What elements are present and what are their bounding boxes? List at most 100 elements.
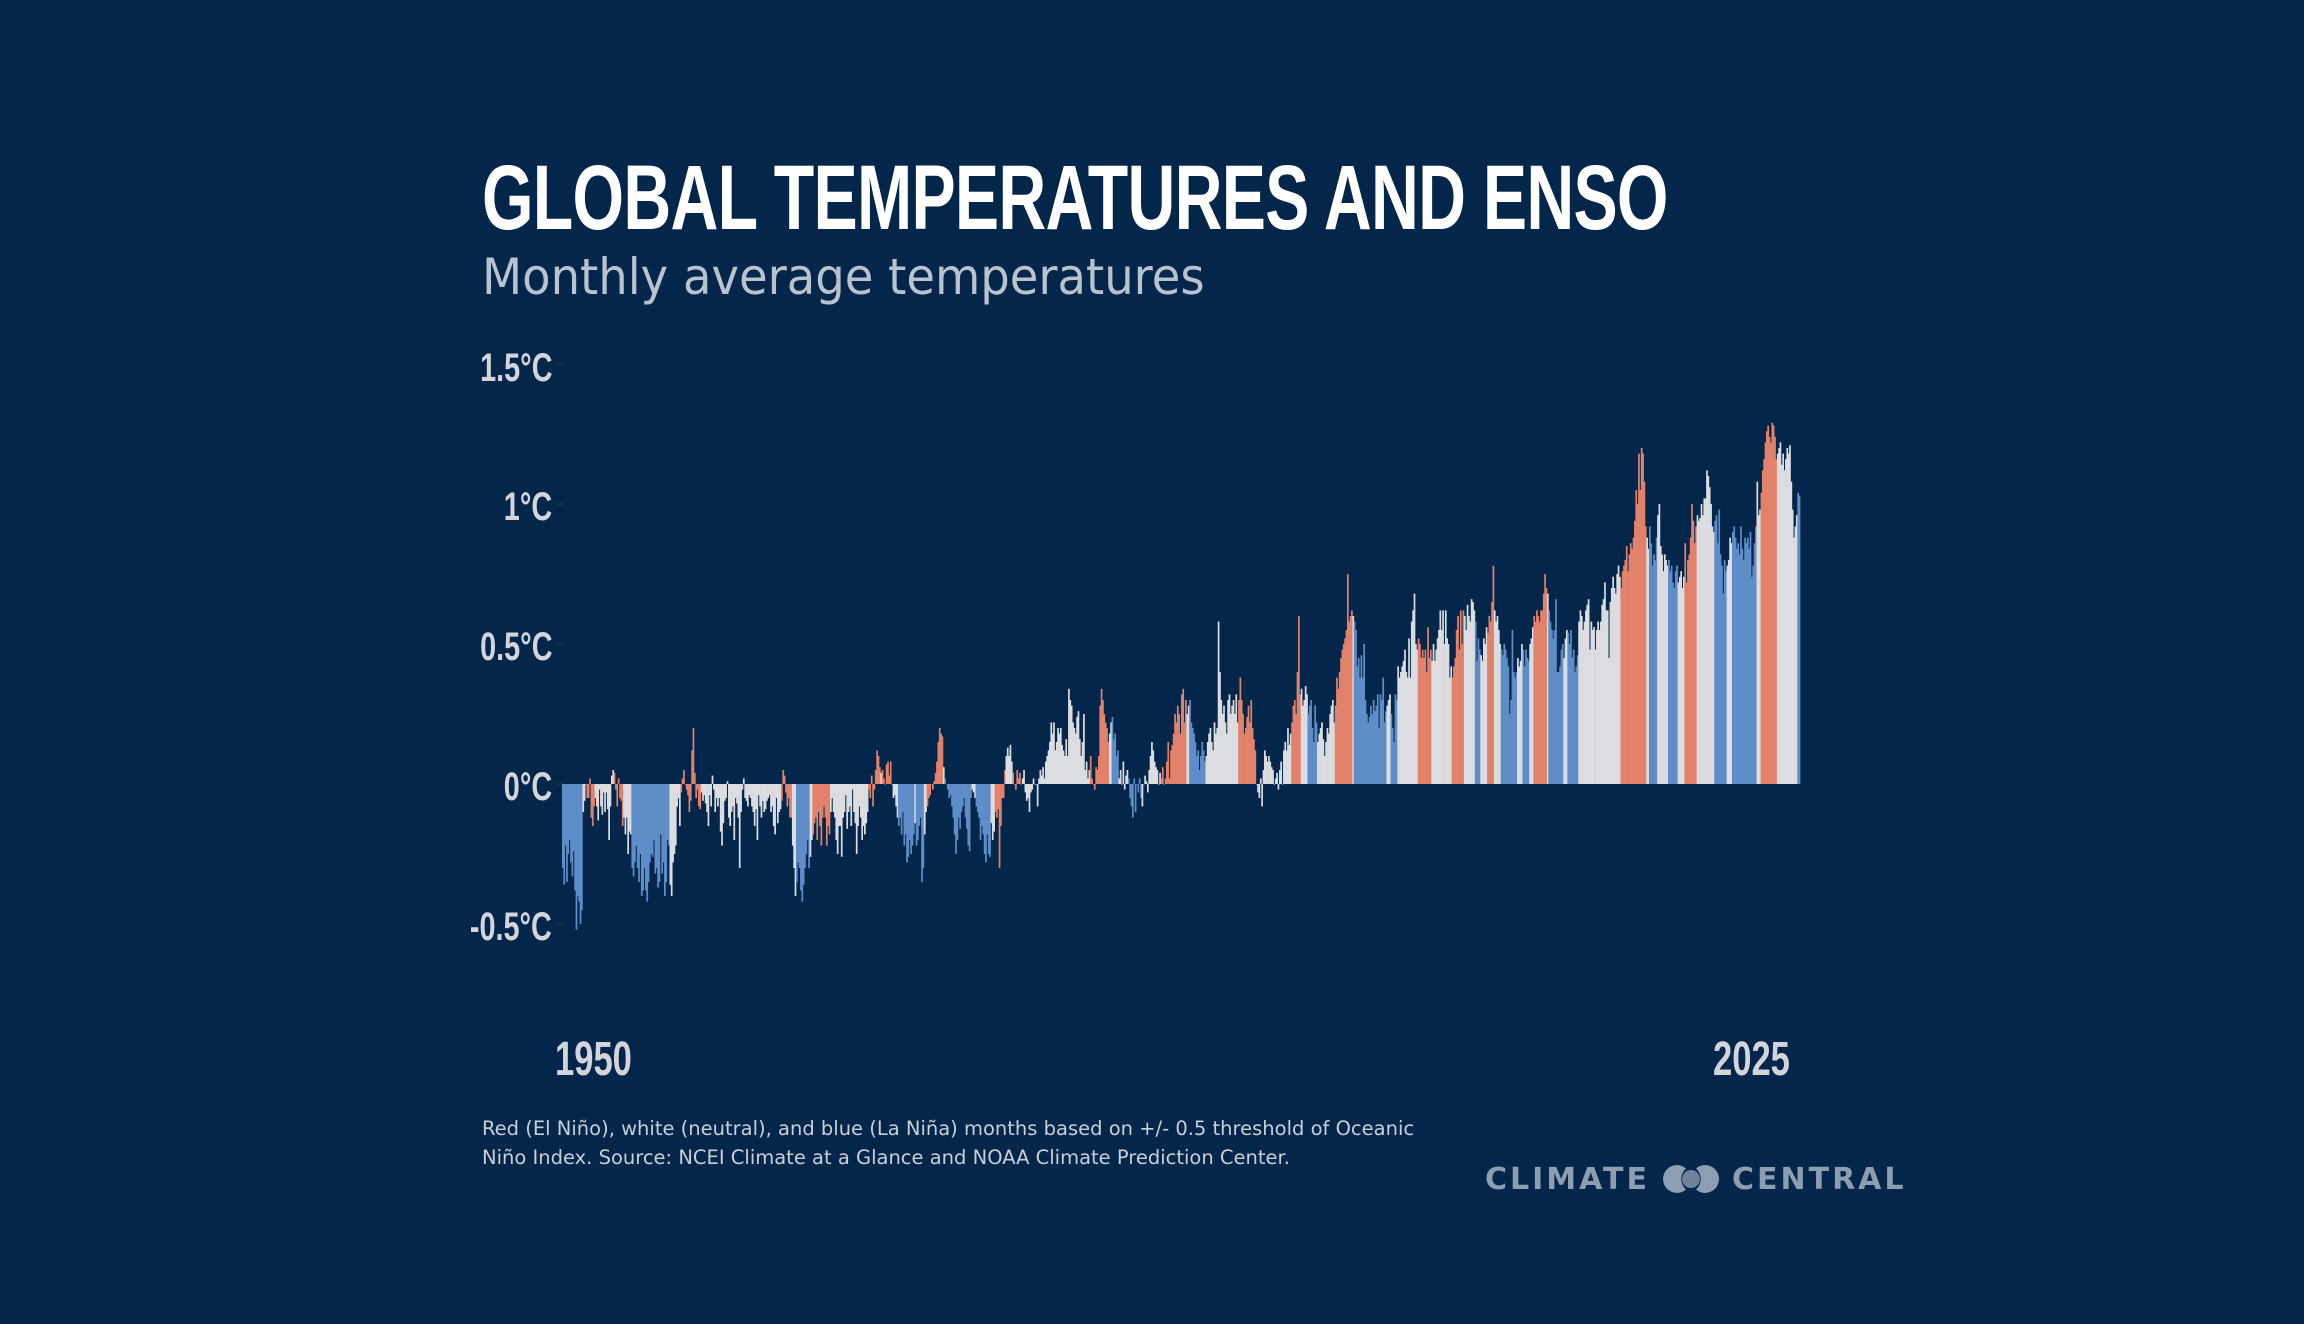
bar-el-nino [1487, 632, 1489, 784]
bar-neutral [1028, 784, 1031, 812]
bar-neutral [1436, 638, 1439, 784]
bar-neutral [585, 784, 587, 785]
bar-neutral [839, 784, 842, 826]
bar-el-nino [1421, 649, 1424, 784]
bar-neutral [1059, 728, 1062, 784]
bar-neutral [1050, 722, 1053, 784]
bar-neutral [1450, 666, 1453, 784]
bar-neutral [676, 784, 678, 807]
bar-el-nino [1420, 658, 1423, 784]
bar-neutral [1438, 630, 1440, 784]
bar-neutral [761, 784, 764, 801]
bar-neutral [1228, 694, 1231, 784]
bar-neutral [1449, 677, 1451, 784]
bar-neutral [1780, 464, 1783, 784]
bar-la-nina [948, 784, 951, 798]
bar-neutral [604, 784, 606, 812]
bar-neutral [597, 784, 600, 821]
bar-neutral [756, 784, 759, 840]
bar-la-nina [1746, 537, 1749, 784]
bar-el-nino [1489, 621, 1492, 784]
bar-neutral [1208, 733, 1210, 784]
bar-la-nina [805, 784, 808, 854]
bar-neutral [596, 784, 598, 807]
bar-la-nina [1714, 520, 1716, 784]
bar-la-nina [1310, 700, 1312, 784]
bar-neutral [1646, 537, 1648, 784]
bar-el-nino [998, 784, 1001, 868]
bar-el-nino [817, 784, 820, 812]
bar-neutral [751, 784, 753, 807]
bar-neutral [744, 784, 747, 798]
bar-la-nina [898, 784, 900, 826]
bar-el-nino [1242, 714, 1244, 784]
logo-text-left: CLIMATE [1485, 1161, 1650, 1197]
bar-el-nino [1000, 784, 1002, 826]
bar-neutral [847, 784, 850, 812]
bar-la-nina [1197, 750, 1200, 784]
bar-neutral [1235, 694, 1238, 784]
bar-neutral [1047, 750, 1050, 784]
bar-la-nina [1797, 492, 1799, 784]
bar-la-nina [978, 784, 980, 818]
bar-la-nina [1193, 733, 1195, 784]
bar-la-nina [955, 784, 957, 854]
bar-la-nina [1382, 677, 1385, 784]
bar-neutral [779, 784, 782, 810]
bar-el-nino [1250, 700, 1253, 784]
bar-neutral [923, 784, 926, 835]
bar-neutral [1145, 781, 1148, 784]
bar-la-nina [1360, 655, 1363, 784]
bar-neutral [704, 784, 707, 804]
bar-neutral [1666, 565, 1669, 784]
bar-neutral [1270, 767, 1273, 784]
bar-el-nino [1346, 574, 1349, 784]
bar-el-nino [687, 784, 689, 796]
bar-neutral [1485, 627, 1488, 784]
bar-neutral [1259, 778, 1262, 784]
bar-neutral [1413, 593, 1416, 784]
bar-neutral [722, 784, 725, 824]
bar-neutral [741, 784, 744, 790]
bar-neutral [1795, 515, 1798, 784]
bar-la-nina [571, 784, 574, 877]
bar-neutral [1466, 604, 1469, 784]
bar-el-nino [1098, 756, 1100, 784]
bar-el-nino [1643, 481, 1646, 784]
bar-neutral [1205, 756, 1208, 784]
bar-el-nino [878, 767, 881, 784]
bar-neutral [749, 784, 752, 798]
y-tick-mark [556, 643, 564, 645]
bar-la-nina [968, 784, 971, 852]
bar-la-nina [986, 784, 989, 835]
bar-la-nina [1503, 644, 1506, 784]
bar-neutral [1118, 778, 1121, 784]
climate-central-logo: CLIMATE CENTRAL [1485, 1161, 1907, 1197]
bar-neutral [606, 784, 609, 810]
bar-neutral [1493, 610, 1496, 784]
bar-la-nina [918, 784, 921, 826]
bar-neutral [1790, 481, 1793, 784]
bar-la-nina [664, 784, 666, 896]
bar-el-nino [1164, 778, 1167, 784]
bar-neutral [1263, 750, 1266, 784]
bar-la-nina [1674, 571, 1677, 784]
bar-neutral [971, 784, 974, 790]
bar-el-nino [1095, 767, 1097, 784]
bar-el-nino [1638, 453, 1640, 784]
bar-neutral [1779, 442, 1782, 784]
bar-neutral [1531, 627, 1534, 784]
bar-neutral [1330, 705, 1333, 784]
bar-el-nino [1291, 722, 1293, 784]
bar-neutral [1465, 630, 1468, 784]
bar-la-nina [989, 784, 991, 857]
bar-neutral [1078, 739, 1081, 784]
bar-neutral [1288, 744, 1291, 784]
bar-el-nino [1429, 649, 1432, 784]
bar-neutral [1786, 448, 1789, 784]
bar-neutral [1410, 621, 1413, 784]
bar-el-nino [1106, 728, 1108, 784]
bar-neutral [892, 784, 895, 798]
bar-la-nina [1112, 739, 1115, 784]
bar-la-nina [662, 784, 665, 863]
